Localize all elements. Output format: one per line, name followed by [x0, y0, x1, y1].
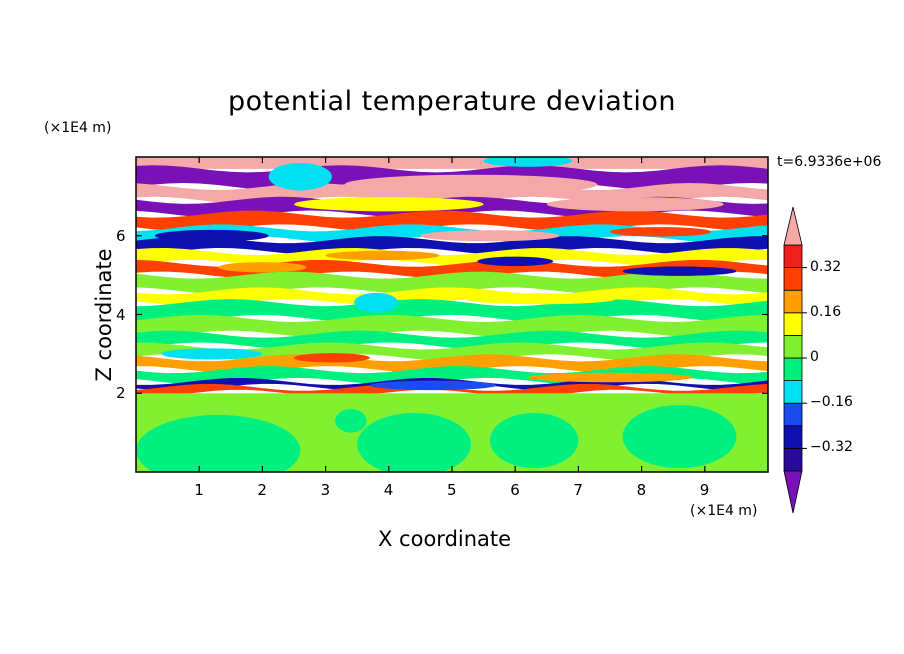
y-tick-label: 2 — [116, 384, 126, 403]
x-axis-unit: (×1E4 m) — [690, 503, 758, 519]
colorbar-label: −0.16 — [810, 394, 853, 411]
colorbar-segment — [783, 289, 803, 314]
colorbar-segment — [783, 244, 803, 269]
colorbar-segment — [783, 357, 803, 382]
contour-patch — [622, 266, 737, 276]
contour-patch — [489, 412, 579, 469]
colorbar-segment — [783, 334, 803, 359]
colorbar-segment — [783, 402, 803, 427]
x-tick-label: 6 — [510, 481, 520, 499]
colorbar-segment — [783, 447, 803, 472]
contour-band — [136, 271, 768, 295]
colorbar-segment — [783, 380, 803, 404]
colorbar-label: 0.16 — [810, 303, 842, 320]
contour-band — [136, 236, 768, 255]
contour-patch — [369, 380, 497, 391]
contour-patch — [357, 412, 471, 472]
colorbar-label: −0.32 — [810, 439, 853, 456]
contour-patch — [294, 353, 370, 363]
contour-patch — [161, 348, 263, 360]
colorbar-under-arrow — [783, 470, 803, 514]
time-label: t=6.9336e+06 — [777, 154, 882, 170]
contour-patch — [218, 262, 307, 273]
contour-patch — [154, 229, 269, 242]
contour-patch — [354, 292, 399, 313]
x-tick-label: 3 — [320, 481, 331, 499]
x-axis-label: X coordinate — [378, 527, 512, 551]
x-tick-label: 2 — [257, 481, 267, 499]
contour-patch — [268, 162, 332, 191]
colorbar-segment — [783, 312, 803, 336]
colorbar-label: 0 — [810, 349, 819, 365]
colorbar-over-arrow — [783, 206, 803, 246]
y-tick-label: 4 — [116, 305, 126, 324]
chart-title: potential temperature deviation — [228, 86, 676, 117]
contour-band — [136, 314, 768, 338]
contour-patch — [527, 372, 693, 383]
contour-patch — [420, 230, 560, 242]
x-tick-label: 8 — [636, 481, 647, 499]
contour-band — [136, 354, 768, 374]
contour-patch — [344, 174, 598, 195]
x-tick-label: 9 — [699, 481, 710, 499]
contour-patch — [464, 293, 617, 305]
contour-patch — [136, 414, 301, 472]
x-tick-label: 7 — [573, 481, 583, 499]
colorbar-segment — [783, 267, 803, 291]
colorbar-segment — [783, 425, 803, 449]
x-tick-label: 5 — [447, 481, 457, 499]
contour-patch — [546, 197, 724, 212]
y-axis-unit: (×1E4 m) — [44, 120, 112, 136]
contour-patch — [610, 227, 712, 237]
contour-patch — [335, 409, 367, 433]
contour-band — [136, 299, 768, 322]
contour-patch — [483, 157, 573, 167]
contour-patch — [477, 256, 554, 267]
contour-patch — [294, 197, 484, 212]
x-tick-label: 1 — [194, 481, 204, 499]
contour-patch — [622, 405, 737, 469]
contour-patch — [325, 250, 440, 261]
x-tick-label: 4 — [383, 481, 394, 499]
colorbar-label: 0.32 — [810, 258, 842, 275]
y-tick-label: 6 — [116, 226, 126, 245]
